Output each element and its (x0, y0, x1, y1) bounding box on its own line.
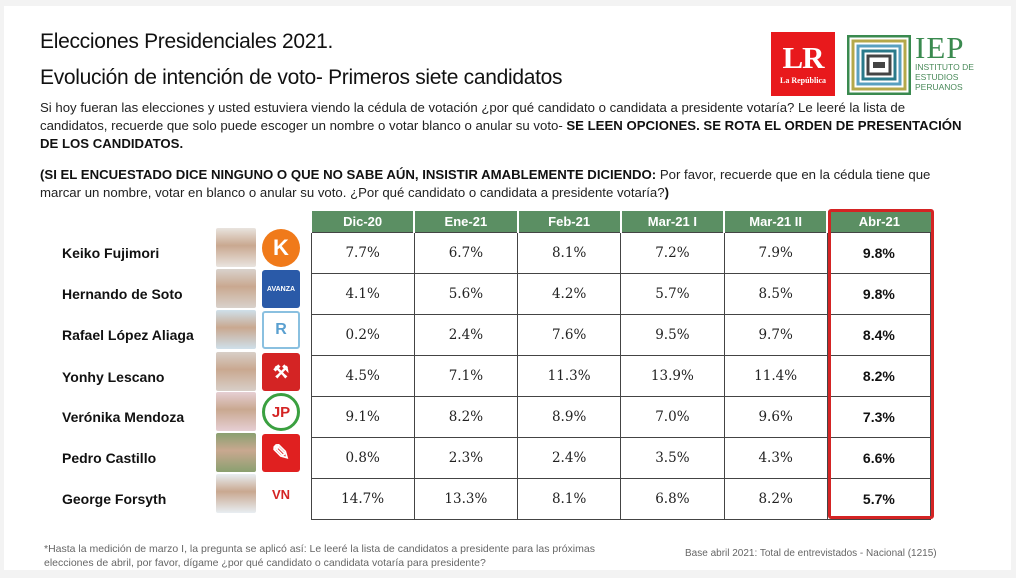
footnote: *Hasta la medición de marzo I, la pregun… (44, 543, 595, 569)
party-logo-icon: AVANZA (262, 270, 300, 308)
party-logo-icon: K (262, 229, 300, 267)
party-logo-icon: VN (262, 475, 300, 513)
candidate-name: Pedro Castillo (62, 450, 157, 466)
value-cell: 8.9% (516, 395, 622, 438)
iep-logo-text: IEP INSTITUTO DE ESTUDIOS PERUANOS (915, 30, 974, 92)
table-row: 7.7% 6.7% 8.1% 7.2% 7.9% 9.8% (310, 231, 932, 274)
value-cell: 14.7% (310, 477, 415, 520)
slide: Elecciones Presidenciales 2021. Evolució… (4, 6, 1011, 570)
party-logo-icon: ✎ (262, 434, 300, 472)
value-cell: 2.4% (413, 313, 519, 356)
candidate-photo (216, 392, 256, 431)
table-header-row: Dic-20 Ene-21 Feb-21 Mar-21 I Mar-21 II Abr-2… (309, 211, 931, 232)
value-cell: 7.9% (723, 231, 828, 274)
value-cell: 13.3% (413, 477, 519, 520)
value-cell: 11.3% (516, 354, 622, 397)
candidate-name: Verónika Mendoza (62, 409, 185, 425)
value-cell: 4.1% (310, 272, 415, 315)
value-cell: 2.3% (413, 436, 519, 479)
value-cell: 13.9% (620, 354, 725, 397)
table-row: 4.1% 5.6% 4.2% 5.7% 8.5% 9.8% (310, 272, 932, 315)
candidate-photo (216, 228, 256, 267)
value-cell: 8.1% (516, 231, 622, 274)
value-cell: 7.6% (516, 313, 622, 356)
page-subtitle: Evolución de intención de voto- Primeros… (40, 66, 563, 89)
column-header: Mar-21 II (722, 211, 828, 232)
value-cell: 8.4% (826, 313, 932, 356)
table-row: 4.5% 7.1% 11.3% 13.9% 11.4% 8.2% (310, 354, 932, 397)
column-header: Ene-21 (413, 211, 518, 232)
candidate-name: Keiko Fujimori (62, 245, 160, 261)
table-row: 9.1% 8.2% 8.9% 7.0% 9.6% 7.3% (310, 395, 932, 438)
value-cell: 7.7% (310, 231, 415, 274)
value-cell: 9.1% (310, 395, 415, 438)
candidate-name: Rafael López Aliaga (62, 327, 194, 343)
value-cell: 8.2% (826, 354, 932, 397)
value-cell: 8.2% (413, 395, 519, 438)
column-header: Dic-20 (309, 211, 415, 232)
party-logo-icon: ⚒ (262, 353, 300, 391)
value-cell: 4.3% (723, 436, 828, 479)
value-cell: 4.5% (310, 354, 415, 397)
candidate-photo (216, 433, 256, 472)
candidate-photo (216, 269, 256, 308)
candidate-photo (216, 352, 256, 391)
table-row: 14.7% 13.3% 8.1% 6.8% 8.2% 5.7% (310, 477, 932, 520)
page-title: Elecciones Presidenciales 2021. (40, 30, 334, 53)
value-cell: 0.8% (310, 436, 415, 479)
column-header: Mar-21 I (619, 211, 724, 232)
value-cell: 7.1% (413, 354, 519, 397)
value-cell: 0.2% (310, 313, 415, 356)
survey-question: Si hoy fueran las elecciones y usted est… (40, 100, 962, 151)
party-logo-icon: JP (262, 393, 300, 431)
value-cell: 5.7% (620, 272, 725, 315)
value-cell: 6.6% (826, 436, 932, 479)
value-cell: 2.4% (516, 436, 622, 479)
table-row: 0.8% 2.3% 2.4% 3.5% 4.3% 6.6% (310, 436, 932, 479)
value-cell: 7.2% (620, 231, 725, 274)
value-cell: 3.5% (620, 436, 725, 479)
candidate-photo (216, 310, 256, 349)
vote-intention-table: Dic-20 Ene-21 Feb-21 Mar-21 I Mar-21 II Abr-2… (309, 211, 932, 520)
value-cell: 8.5% (723, 272, 828, 315)
value-cell: 9.7% (723, 313, 828, 356)
table-row: 0.2% 2.4% 7.6% 9.5% 9.7% 8.4% (310, 313, 932, 356)
party-logo-icon: R (262, 311, 300, 349)
candidate-photo (216, 474, 256, 513)
value-cell: 8.1% (516, 477, 622, 520)
value-cell: 9.8% (826, 272, 932, 315)
candidate-name: George Forsyth (62, 491, 167, 507)
sample-base: Base abril 2021: Total de entrevistados … (685, 548, 937, 559)
value-cell: 5.6% (413, 272, 519, 315)
value-cell: 9.8% (826, 231, 932, 274)
value-cell: 11.4% (723, 354, 828, 397)
column-header: Abr-21 (826, 211, 931, 232)
candidate-name: Hernando de Soto (62, 286, 183, 302)
iep-logo-icon (847, 35, 911, 95)
value-cell: 7.3% (826, 395, 932, 438)
value-cell: 5.7% (826, 477, 932, 520)
value-cell: 9.6% (723, 395, 828, 438)
value-cell: 6.7% (413, 231, 519, 274)
candidate-name: Yonhy Lescano (62, 369, 165, 385)
value-cell: 7.0% (620, 395, 725, 438)
column-header: Feb-21 (516, 211, 621, 232)
la-republica-logo: LR La República (771, 32, 835, 96)
value-cell: 4.2% (516, 272, 622, 315)
survey-instruction: (SI EL ENCUESTADO DICE NINGUNO O QUE NO … (40, 167, 931, 200)
value-cell: 6.8% (620, 477, 725, 520)
value-cell: 9.5% (620, 313, 725, 356)
value-cell: 8.2% (723, 477, 828, 520)
